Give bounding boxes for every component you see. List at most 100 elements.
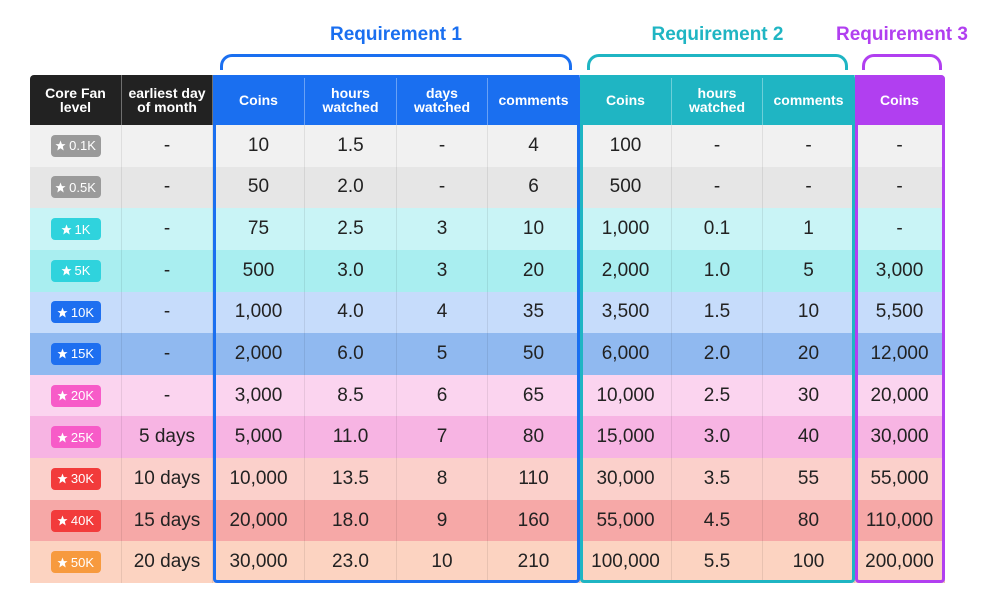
- level-label: 5K: [74, 263, 91, 279]
- level-label: 10K: [70, 304, 95, 320]
- value-cell: 110: [488, 458, 580, 500]
- value-cell: 4: [488, 125, 580, 167]
- value-cell: 5: [397, 333, 488, 375]
- level-cell: 0.5K: [30, 166, 122, 209]
- value-cell: 20,000: [855, 374, 945, 417]
- value-cell: 12,000: [855, 333, 945, 375]
- value-cell: 30: [763, 374, 855, 417]
- header-cell: earliest day of month: [122, 75, 213, 125]
- level-badge: 15K: [50, 342, 101, 365]
- value-cell: 3,500: [580, 291, 672, 334]
- value-cell: 11.0: [305, 416, 397, 459]
- group-bracket: [587, 54, 848, 70]
- value-cell: 0.1: [672, 208, 763, 250]
- value-cell: 23.0: [305, 541, 397, 583]
- level-label: 50K: [70, 554, 95, 570]
- value-cell: 55,000: [580, 499, 672, 542]
- level-cell: 10K: [30, 291, 122, 334]
- value-cell: 20: [488, 249, 580, 292]
- value-cell: 1.5: [672, 291, 763, 334]
- value-cell: 5,000: [213, 416, 305, 459]
- value-cell: -: [122, 249, 213, 292]
- value-cell: 20 days: [122, 541, 213, 583]
- value-cell: 100,000: [580, 541, 672, 583]
- value-cell: -: [855, 125, 945, 167]
- star-icon: [57, 390, 68, 401]
- value-cell: 100: [580, 125, 672, 167]
- group-title: Requirement 3: [836, 24, 968, 45]
- value-cell: -: [672, 166, 763, 209]
- value-cell: 4: [397, 291, 488, 334]
- value-cell: 3,000: [213, 374, 305, 417]
- value-cell: 9: [397, 499, 488, 542]
- level-cell: 20K: [30, 374, 122, 417]
- level-label: 30K: [70, 471, 95, 487]
- value-cell: 5 days: [122, 416, 213, 459]
- value-cell: 10 days: [122, 458, 213, 500]
- value-cell: 1.5: [305, 125, 397, 167]
- level-label: 0.1K: [69, 138, 96, 154]
- level-cell: 40K: [30, 499, 122, 542]
- header-cell: comments: [763, 75, 855, 125]
- value-cell: 2,000: [580, 249, 672, 292]
- value-cell: 20: [763, 333, 855, 375]
- value-cell: 500: [580, 166, 672, 209]
- value-cell: -: [855, 208, 945, 250]
- star-icon: [61, 265, 72, 276]
- value-cell: 55: [763, 458, 855, 500]
- level-label: 15K: [70, 346, 95, 362]
- value-cell: 75: [213, 208, 305, 250]
- value-cell: 500: [213, 249, 305, 292]
- header-cell: comments: [488, 75, 580, 125]
- value-cell: 30,000: [580, 458, 672, 500]
- value-cell: -: [122, 125, 213, 167]
- value-cell: -: [122, 208, 213, 250]
- star-icon: [57, 348, 68, 360]
- value-cell: 40: [763, 416, 855, 459]
- star-icon: [55, 182, 66, 193]
- value-cell: -: [122, 374, 213, 417]
- value-cell: 80: [763, 499, 855, 542]
- value-cell: -: [397, 125, 488, 167]
- level-cell: 25K: [30, 416, 122, 459]
- level-badge: 25K: [50, 426, 101, 449]
- group-border: [855, 75, 945, 583]
- value-cell: 18.0: [305, 499, 397, 542]
- value-cell: 3: [397, 208, 488, 250]
- value-cell: 6: [397, 374, 488, 417]
- group-bracket: [862, 54, 942, 70]
- value-cell: 2.5: [305, 208, 397, 250]
- level-badge: 50K: [50, 551, 101, 574]
- level-cell: 15K: [30, 333, 122, 375]
- value-cell: 3.0: [672, 416, 763, 459]
- value-cell: -: [672, 125, 763, 167]
- header-cell: hours watched: [672, 75, 763, 125]
- level-label: 25K: [70, 429, 95, 445]
- level-cell: 30K: [30, 458, 122, 500]
- star-icon: [57, 515, 68, 526]
- value-cell: 10: [213, 125, 305, 167]
- value-cell: -: [855, 166, 945, 209]
- value-cell: 2.5: [672, 374, 763, 417]
- level-badge: 1K: [50, 218, 101, 241]
- header-cell: hours watched: [305, 75, 397, 125]
- value-cell: 1,000: [213, 291, 305, 334]
- value-cell: -: [122, 291, 213, 334]
- level-label: 20K: [70, 388, 95, 404]
- value-cell: 3: [397, 249, 488, 292]
- value-cell: 8.5: [305, 374, 397, 417]
- header-cell: Core Fan level: [30, 75, 122, 125]
- level-badge: 0.1K: [50, 134, 101, 157]
- value-cell: 8: [397, 458, 488, 500]
- value-cell: 3.0: [305, 249, 397, 292]
- value-cell: 10,000: [580, 374, 672, 417]
- value-cell: 5: [763, 249, 855, 292]
- group-border: [213, 75, 580, 583]
- value-cell: -: [122, 166, 213, 209]
- value-cell: 55,000: [855, 458, 945, 500]
- header-cell: days watched: [397, 75, 488, 125]
- value-cell: 15 days: [122, 499, 213, 542]
- star-icon: [57, 557, 68, 568]
- value-cell: 5.5: [672, 541, 763, 583]
